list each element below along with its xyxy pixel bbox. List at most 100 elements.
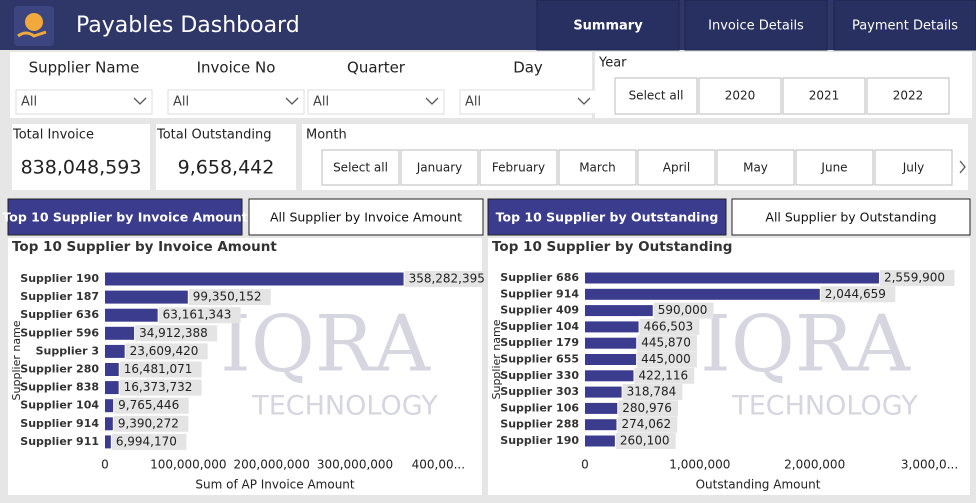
tab[interactable] <box>684 0 828 51</box>
bar[interactable] <box>105 399 114 413</box>
month-option[interactable]: Select all <box>333 161 388 175</box>
bar[interactable] <box>105 435 111 449</box>
y-tick-label: Supplier 280 <box>20 363 99 376</box>
toggle-button[interactable] <box>487 198 727 236</box>
y-tick-label: Supplier 3 <box>36 344 99 357</box>
year-button[interactable] <box>614 77 698 115</box>
dropdown[interactable] <box>15 89 153 115</box>
slicer-label: Invoice No <box>197 59 276 77</box>
y-tick-label: Supplier 288 <box>500 418 579 431</box>
y-tick-label: Supplier 655 <box>500 353 579 366</box>
month-button[interactable] <box>321 149 400 186</box>
data-label-bg <box>125 343 208 360</box>
month-option[interactable]: April <box>663 161 690 175</box>
toggle-button[interactable] <box>731 198 971 236</box>
bar[interactable] <box>585 354 637 365</box>
month-button[interactable] <box>795 149 874 186</box>
month-option[interactable]: July <box>902 161 925 175</box>
bar[interactable] <box>585 435 615 447</box>
bar[interactable] <box>105 381 119 395</box>
year-option[interactable]: Select all <box>629 89 684 103</box>
data-label: 260,100 <box>620 434 670 448</box>
y-tick-label: Supplier 187 <box>20 290 99 303</box>
data-label: 2,044,659 <box>825 287 886 301</box>
bar[interactable] <box>585 386 622 398</box>
tab-label[interactable]: Summary <box>573 19 643 34</box>
bar[interactable] <box>585 402 618 414</box>
year-button[interactable] <box>782 77 866 115</box>
bar[interactable] <box>105 272 404 286</box>
data-label-bg <box>634 367 695 384</box>
bar[interactable] <box>585 272 879 284</box>
tab[interactable] <box>833 0 976 51</box>
data-label-bg <box>111 433 187 450</box>
chart-title: Top 10 Supplier by Invoice Amount <box>12 239 277 255</box>
dropdown-value[interactable]: All <box>21 95 37 110</box>
x-axis-title: Sum of AP Invoice Amount <box>195 478 355 492</box>
slicer-label: Day <box>513 59 543 77</box>
data-label: 9,765,446 <box>118 398 179 412</box>
data-label-bg <box>135 325 218 342</box>
toggle-button[interactable] <box>7 198 243 236</box>
bar[interactable] <box>105 326 135 340</box>
data-label-bg <box>615 433 676 449</box>
bar[interactable] <box>585 337 637 349</box>
year-button[interactable] <box>866 77 950 115</box>
dropdown[interactable] <box>459 89 597 115</box>
y-axis-title: Supplier name <box>490 319 503 399</box>
tab[interactable] <box>536 0 680 51</box>
x-tick-label: 400,00... <box>412 458 465 472</box>
data-label: 23,609,420 <box>130 344 199 358</box>
toggle-label[interactable]: All Supplier by Outstanding <box>765 210 936 225</box>
bar[interactable] <box>105 363 119 376</box>
bar[interactable] <box>585 321 639 333</box>
month-option[interactable]: May <box>743 161 768 175</box>
month-button[interactable] <box>479 149 558 186</box>
bar[interactable] <box>105 417 113 431</box>
dropdown-value[interactable]: All <box>465 95 481 110</box>
data-label: 16,481,071 <box>124 362 193 376</box>
month-option[interactable]: March <box>579 161 616 175</box>
bar[interactable] <box>585 305 653 317</box>
data-label-bg <box>879 270 955 286</box>
data-label: 9,390,272 <box>118 416 179 430</box>
year-button[interactable] <box>698 77 782 115</box>
year-option[interactable]: 2022 <box>893 89 924 103</box>
month-button[interactable] <box>558 149 637 186</box>
y-tick-label: Supplier 914 <box>500 287 579 300</box>
month-button[interactable] <box>874 149 953 186</box>
logo-hand <box>17 30 47 38</box>
toggle-label[interactable]: All Supplier by Invoice Amount <box>270 210 462 225</box>
year-option[interactable]: 2020 <box>725 89 756 103</box>
data-label: 34,912,388 <box>139 326 208 340</box>
month-button[interactable] <box>716 149 795 186</box>
tab-label[interactable]: Invoice Details <box>708 19 804 34</box>
y-tick-label: Supplier 409 <box>500 304 579 317</box>
year-option[interactable]: 2021 <box>809 89 840 103</box>
bar[interactable] <box>105 344 125 358</box>
scroll-arrow[interactable] <box>959 160 966 174</box>
dropdown-value[interactable]: All <box>313 95 329 110</box>
logo-coin <box>25 13 43 31</box>
toggle-button[interactable] <box>248 198 484 236</box>
month-button[interactable] <box>637 149 716 186</box>
dropdown[interactable] <box>307 89 445 115</box>
slicer-label: Supplier Name <box>29 59 140 77</box>
data-label: 99,350,152 <box>193 290 262 304</box>
month-option[interactable]: February <box>492 161 545 175</box>
dropdown-value[interactable]: All <box>173 95 189 110</box>
tab-label[interactable]: Payment Details <box>852 19 958 34</box>
month-option[interactable]: January <box>416 161 463 175</box>
toggle-label[interactable]: Top 10 Supplier by Invoice Amount <box>2 210 247 225</box>
watermark: IQRA <box>700 300 911 390</box>
bar[interactable] <box>585 370 634 382</box>
month-option[interactable]: June <box>820 161 847 175</box>
toggle-label[interactable]: Top 10 Supplier by Outstanding <box>496 210 719 225</box>
bar[interactable] <box>585 288 820 300</box>
month-button[interactable] <box>400 149 479 186</box>
data-label: 466,503 <box>644 319 694 333</box>
dropdown[interactable] <box>167 89 305 115</box>
bar[interactable] <box>105 308 158 322</box>
bar[interactable] <box>105 290 188 304</box>
bar[interactable] <box>585 419 617 431</box>
